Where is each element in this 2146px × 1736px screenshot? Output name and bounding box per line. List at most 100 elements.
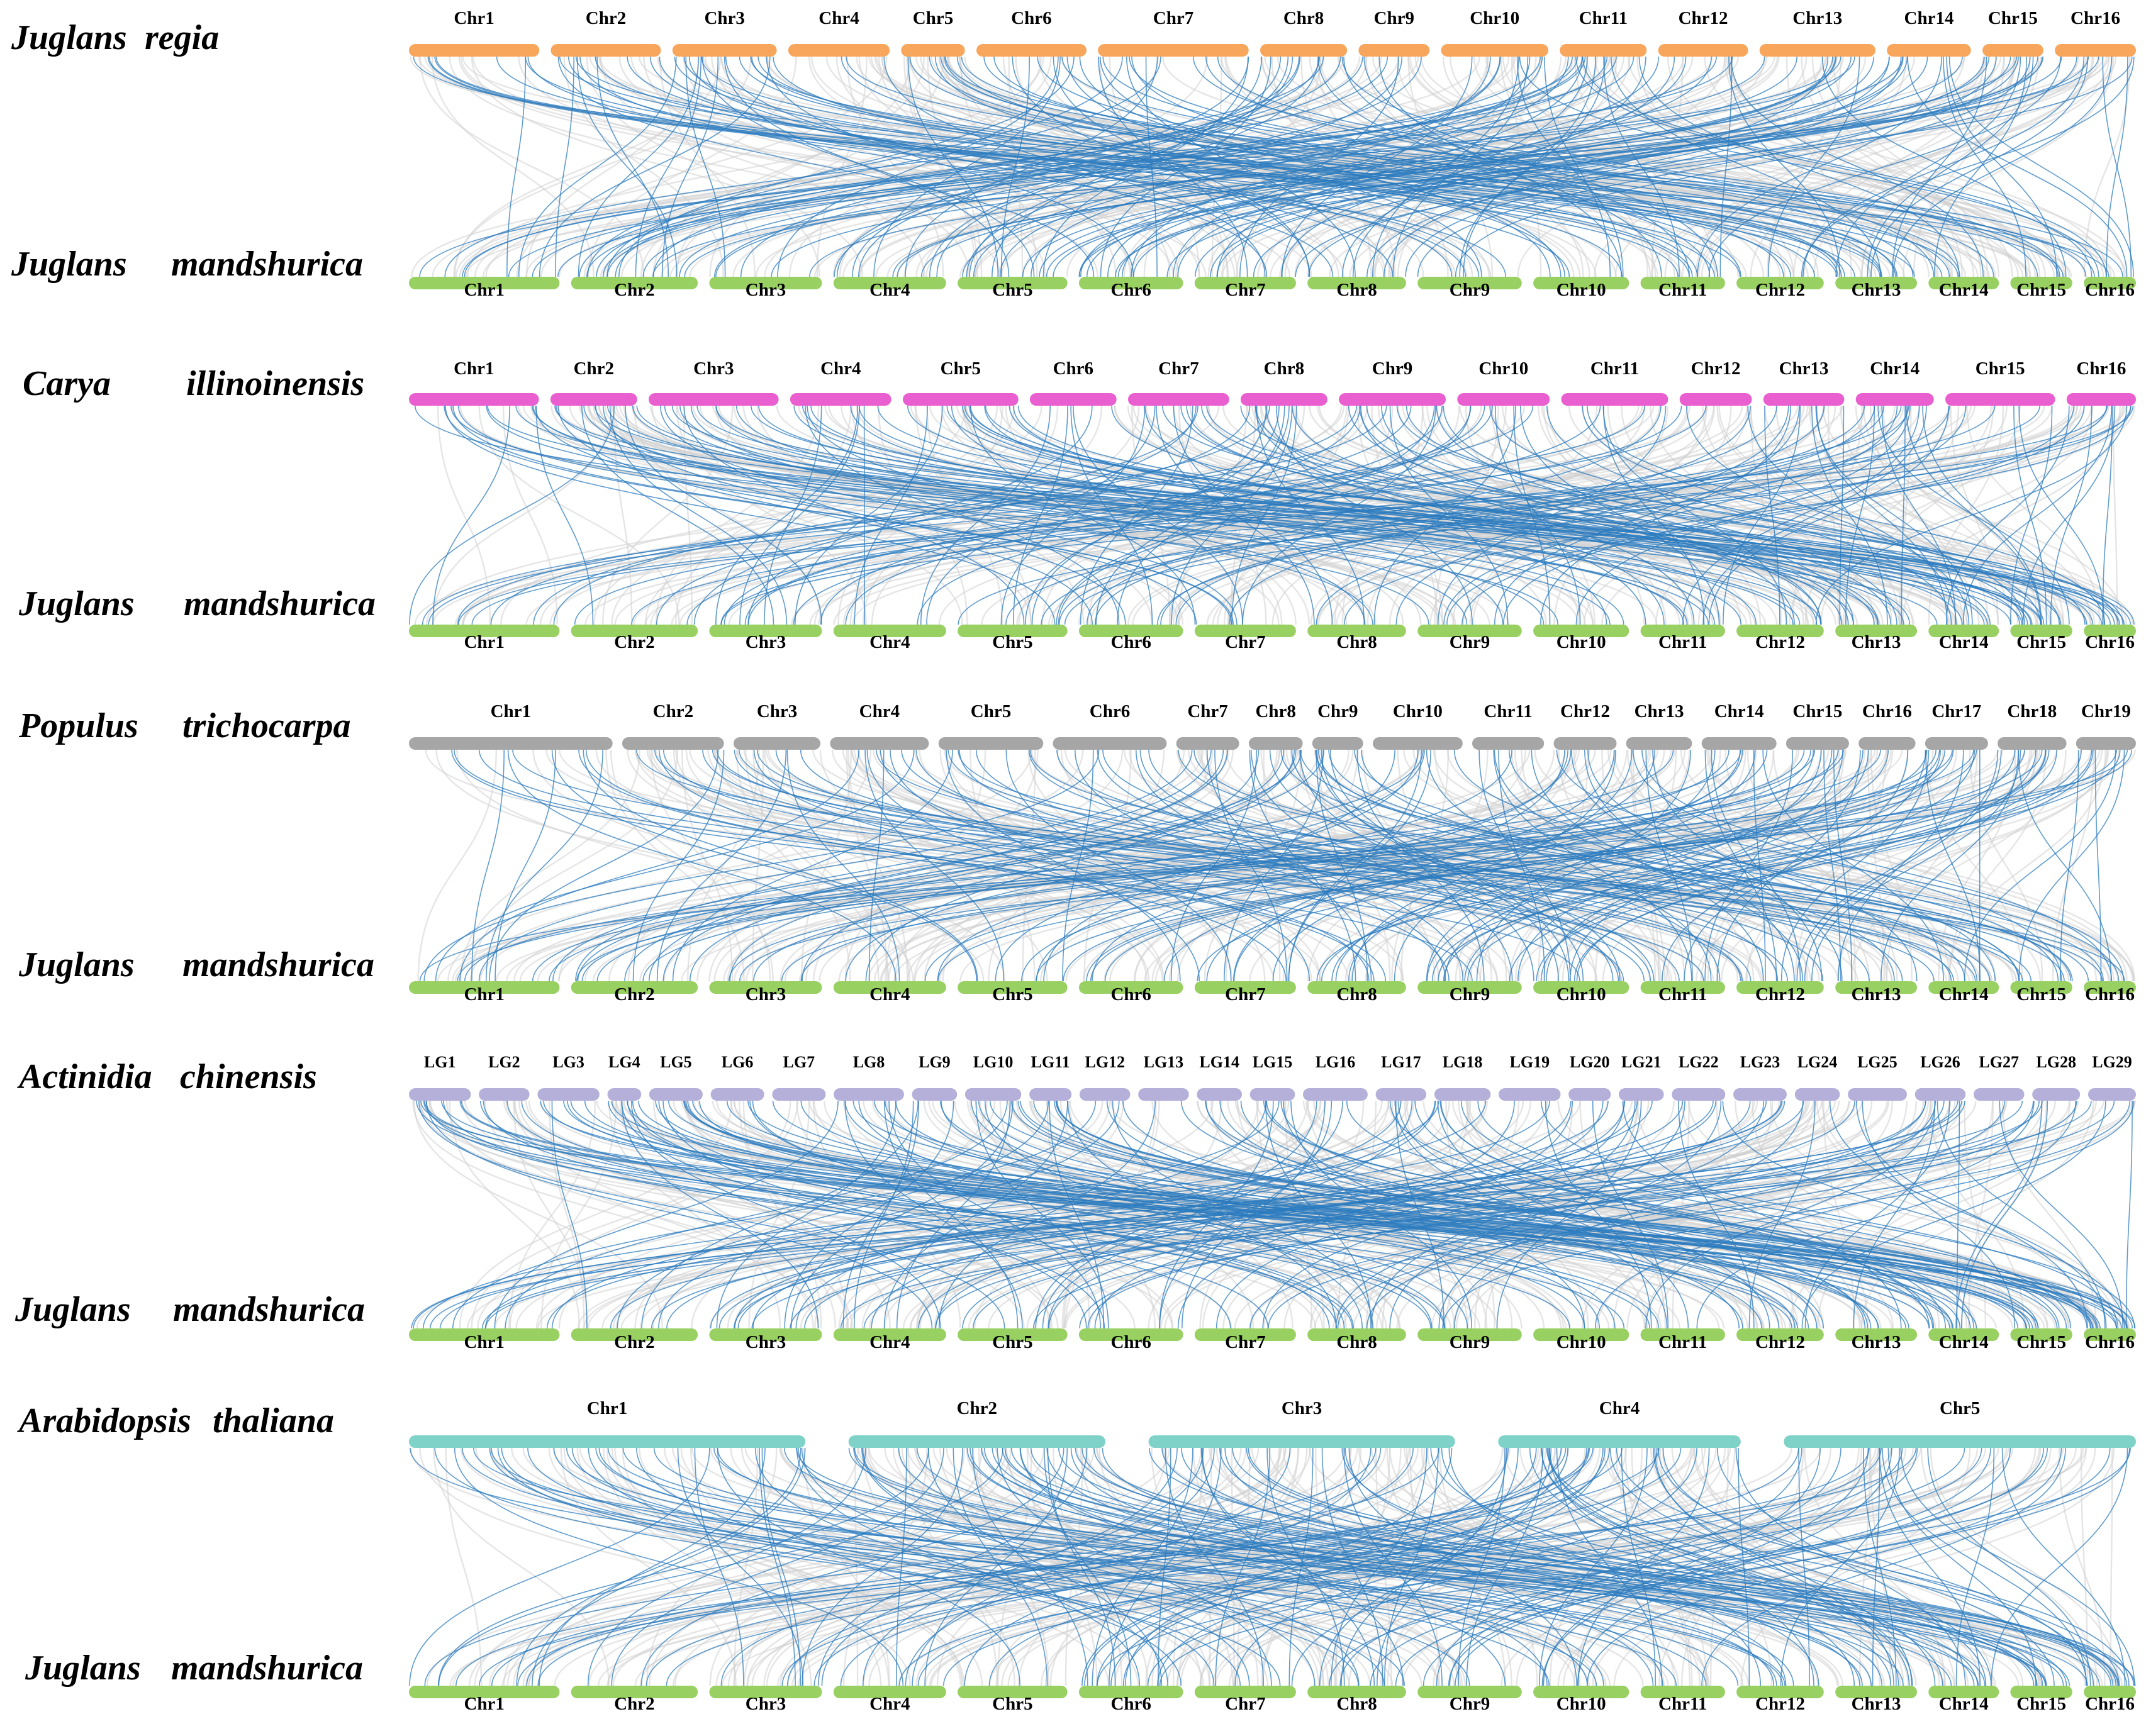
syntenic-link-highlight xyxy=(1214,749,1288,982)
syntenic-link-highlight xyxy=(654,749,1935,982)
bottom-chromosome-bar xyxy=(1835,1686,1917,1698)
top-chromosome-bar xyxy=(788,44,890,57)
bottom-chromosome-bar xyxy=(1307,981,1406,994)
bottom-chromosome-label: Chr1 xyxy=(464,632,504,652)
syntenic-link-highlight xyxy=(1811,749,2021,982)
syntenic-link-highlight xyxy=(724,405,1412,625)
syntenic-link xyxy=(453,56,752,277)
syntenic-link-highlight xyxy=(1343,405,2132,625)
bottom-chromosome-label: Chr16 xyxy=(2085,1332,2135,1352)
syntenic-link xyxy=(751,1447,1419,1686)
syntenic-link xyxy=(1060,749,1404,982)
syntenic-link xyxy=(1178,405,2082,625)
syntenic-link xyxy=(926,405,1003,625)
top-chromosome-label: LG19 xyxy=(1510,1053,1550,1071)
bottom-chromosome-bar xyxy=(571,625,698,637)
bottom-chromosome-bar xyxy=(1194,277,1296,289)
top-chromosome-label: Chr14 xyxy=(1870,359,1920,379)
syntenic-link-highlight xyxy=(892,56,2062,277)
top-species-genus: Actinidia xyxy=(17,1057,152,1096)
syntenic-link-highlight xyxy=(696,405,2132,625)
top-chromosome-label: LG24 xyxy=(1797,1053,1838,1071)
syntenic-link xyxy=(449,56,1000,277)
syntenic-link-highlight xyxy=(1291,749,1721,982)
bottom-chromosome-label: Chr8 xyxy=(1336,1694,1377,1714)
syntenic-link xyxy=(1614,56,1997,277)
syntenic-link-highlight xyxy=(735,405,1684,625)
top-chromosome-label: Chr3 xyxy=(757,701,797,721)
top-chromosome-bar xyxy=(2076,737,2136,750)
top-chromosome-label: Chr3 xyxy=(693,359,734,379)
syntenic-link-highlight xyxy=(617,1100,1049,1329)
top-species-epithet: trichocarpa xyxy=(182,706,351,745)
top-chromosome-label: LG22 xyxy=(1679,1053,1719,1071)
syntenic-link-highlight xyxy=(609,405,788,625)
bottom-chromosome-label: Chr15 xyxy=(2016,1332,2066,1352)
syntenic-link-highlight xyxy=(1266,1447,1345,1686)
syntenic-link-highlight xyxy=(1879,1447,1981,1686)
top-chromosome-bar xyxy=(830,737,929,750)
syntenic-link xyxy=(1009,1100,2035,1329)
syntenic-link-highlight xyxy=(1081,1447,1509,1686)
syntenic-link xyxy=(419,1100,1232,1329)
syntenic-link xyxy=(602,405,734,625)
syntenic-link-highlight xyxy=(1609,1447,1992,1686)
top-species-epithet: thaliana xyxy=(213,1401,334,1440)
syntenic-link-highlight xyxy=(896,1447,907,1686)
bottom-chromosome-bar xyxy=(409,1328,560,1341)
bottom-chromosome-bar xyxy=(1736,1686,1824,1698)
syntenic-link-highlight xyxy=(1348,405,1892,625)
syntenic-link xyxy=(1930,1447,2119,1686)
bottom-chromosome-bar xyxy=(1640,1686,1725,1698)
syntenic-link-highlight xyxy=(1455,56,2031,277)
syntenic-link xyxy=(2084,56,2131,277)
syntenic-link xyxy=(1501,405,1914,625)
top-chromosome-label: Chr4 xyxy=(819,8,859,28)
top-chromosome-label: Chr15 xyxy=(1976,359,2025,379)
syntenic-link-highlight xyxy=(1443,749,2047,982)
syntenic-link-highlight xyxy=(608,1100,1650,1329)
syntenic-link-highlight xyxy=(1437,1100,1689,1329)
top-species-epithet: regia xyxy=(145,18,219,57)
syntenic-link-highlight xyxy=(1730,56,1984,277)
syntenic-link-highlight xyxy=(1804,1100,1950,1329)
syntenic-link-highlight xyxy=(532,56,1717,277)
syntenic-link-highlight xyxy=(1801,1100,2106,1329)
syntenic-link-highlight xyxy=(1925,749,1981,982)
syntenic-link-highlight xyxy=(1442,1100,2135,1329)
syntenic-link-highlight xyxy=(1043,1447,1132,1686)
syntenic-link-highlight xyxy=(1587,405,2106,625)
syntenic-link-highlight xyxy=(984,405,1757,625)
syntenic-link xyxy=(1836,749,2037,982)
top-chromosome-label: Chr6 xyxy=(1090,701,1130,721)
top-chromosome-label: Chr13 xyxy=(1792,8,1842,28)
top-chromosome-label: LG5 xyxy=(660,1053,692,1071)
top-chromosome-label: LG25 xyxy=(1857,1053,1897,1071)
syntenic-link-highlight xyxy=(635,56,702,277)
bottom-chromosome-bar xyxy=(709,1686,822,1698)
top-chromosome-label: LG7 xyxy=(783,1053,815,1071)
syntenic-link xyxy=(1375,1100,1815,1329)
syntenic-link-highlight xyxy=(1838,749,1964,982)
syntenic-link-highlight xyxy=(461,1100,2117,1329)
syntenic-link-highlight xyxy=(566,1447,1786,1686)
top-chromosome-bar xyxy=(1079,1088,1131,1101)
syntenic-link-highlight xyxy=(946,405,1963,625)
syntenic-link-highlight xyxy=(411,1100,1782,1329)
syntenic-link-highlight xyxy=(662,749,1224,982)
top-chromosome-bar xyxy=(1053,737,1167,750)
bottom-chromosome-bar xyxy=(409,981,560,994)
syntenic-link-highlight xyxy=(1030,1447,2112,1686)
syntenic-link-highlight xyxy=(751,1100,2043,1329)
syntenic-link xyxy=(2080,1447,2089,1686)
syntenic-link-highlight xyxy=(877,405,2062,625)
syntenic-link xyxy=(708,749,1124,982)
syntenic-link-highlight xyxy=(1246,1447,2043,1686)
syntenic-link-highlight xyxy=(1696,1100,2077,1329)
top-chromosome-bar xyxy=(1974,1088,2025,1101)
bottom-chromosome-bar xyxy=(1736,981,1824,994)
top-chromosome-bar xyxy=(1763,393,1845,406)
syntenic-link xyxy=(410,56,2031,277)
syntenic-link-highlight xyxy=(1005,749,1232,982)
top-chromosome-bar xyxy=(550,44,661,57)
